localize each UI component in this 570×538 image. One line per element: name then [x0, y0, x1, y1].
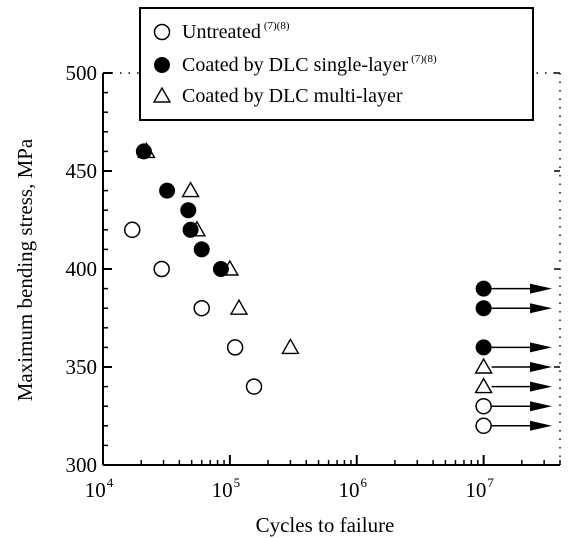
- x-tick-base: 10: [338, 478, 359, 502]
- legend-marker-series-2: [154, 57, 170, 73]
- runout-point-series-1: [475, 397, 492, 415]
- data-point-series-2: [212, 261, 229, 277]
- x-tick-base: 10: [85, 478, 106, 502]
- x-tick-label: 104: [85, 475, 114, 502]
- runout-point-series-2: [475, 280, 492, 297]
- runout-point-series-3: [474, 377, 493, 394]
- data-point-series-2: [180, 202, 197, 219]
- data-point-series-3: [229, 298, 249, 315]
- runout-point-series-2: [475, 339, 492, 356]
- data-point-series-1: [226, 339, 244, 356]
- legend-label: Untreated (7)(8): [182, 20, 290, 43]
- x-tick-exponent: 4: [107, 475, 114, 490]
- runout-arrow-head: [530, 420, 552, 431]
- x-axis-title: Cycles to failure: [256, 513, 395, 537]
- runout-arrows-layer: [474, 280, 552, 435]
- data-point-series-3: [137, 141, 156, 159]
- data-point-series-3: [220, 259, 240, 276]
- legend-series-name: Coated by DLC single-layer: [182, 54, 408, 76]
- runout-point-series-3: [474, 357, 493, 374]
- data-point-series-1: [245, 378, 263, 395]
- legend-marker-series-1: [153, 23, 171, 41]
- x-tick-base: 10: [465, 478, 486, 502]
- x-tick-label: 106: [338, 475, 367, 502]
- runout-arrow-head: [530, 283, 552, 294]
- legend-series-name: Untreated: [182, 21, 261, 43]
- runout-arrow-head: [530, 342, 552, 353]
- legend-label: Coated by DLC multi-layer: [182, 85, 403, 107]
- legend-series-name: Coated by DLC multi-layer: [182, 85, 403, 107]
- x-tick-label: 107: [465, 475, 494, 502]
- y-axis-title: Maximum bending stress, MPa: [13, 138, 37, 401]
- x-tick-exponent: 5: [234, 475, 241, 490]
- data-point-series-2: [193, 241, 210, 258]
- data-point-series-1: [123, 221, 141, 239]
- data-point-series-1: [153, 260, 170, 278]
- legend-reference-sup: (7)(8): [411, 53, 437, 65]
- y-tick-label: 350: [66, 355, 98, 379]
- legend-reference-sup: (7)(8): [264, 20, 290, 32]
- y-tick-label: 500: [66, 61, 98, 85]
- x-tick-label: 105: [212, 475, 241, 502]
- data-point-series-3: [281, 337, 300, 355]
- runout-point-series-1: [475, 417, 492, 435]
- y-tick-label: 450: [66, 159, 98, 183]
- runout-arrow-head: [530, 401, 552, 412]
- data-point-series-3: [187, 220, 207, 237]
- y-tick-label: 300: [66, 453, 98, 477]
- legend: Untreated (7)(8)Coated by DLC single-laye…: [139, 7, 534, 121]
- runout-arrow-head: [530, 362, 552, 372]
- data-point-series-1: [193, 299, 210, 317]
- legend-label: Coated by DLC single-layer (7)(8): [182, 53, 437, 76]
- runout-arrow-head: [530, 381, 552, 392]
- legend-box: [139, 7, 534, 121]
- x-tick-base: 10: [212, 478, 233, 502]
- runout-arrow-head: [530, 303, 552, 314]
- legend-marker-series-3: [152, 86, 172, 103]
- x-tick-exponent: 6: [360, 475, 367, 490]
- y-tick-label: 400: [66, 257, 98, 281]
- runout-point-series-2: [475, 300, 492, 317]
- data-point-series-3: [181, 181, 200, 198]
- data-points-layer: [123, 141, 300, 395]
- data-point-series-2: [159, 182, 176, 199]
- x-tick-exponent: 7: [487, 475, 494, 490]
